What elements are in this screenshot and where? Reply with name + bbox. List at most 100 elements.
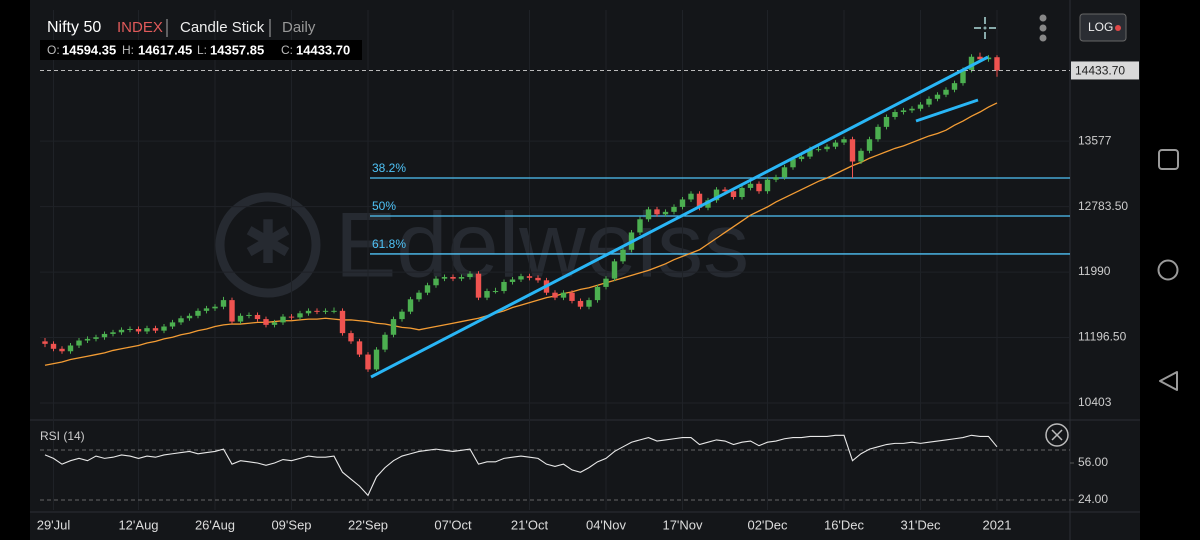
close-indicator-button[interactable] bbox=[1045, 423, 1069, 447]
ohlc-box bbox=[40, 40, 362, 60]
moving-average bbox=[44, 102, 998, 366]
candle-body bbox=[263, 319, 269, 325]
candle-body bbox=[212, 306, 218, 309]
candle-body bbox=[807, 149, 813, 157]
candle-body bbox=[76, 340, 82, 346]
candle-body bbox=[229, 300, 235, 322]
candle-body bbox=[560, 292, 567, 298]
candle-body bbox=[348, 333, 354, 342]
candle-body bbox=[535, 277, 541, 281]
crosshair-button[interactable] bbox=[974, 17, 996, 39]
nav-recents[interactable] bbox=[1158, 149, 1179, 170]
candle-body bbox=[790, 159, 796, 168]
trend-line bbox=[370, 55, 989, 379]
candle-body bbox=[467, 273, 473, 278]
candle-body bbox=[866, 139, 873, 151]
candle-body bbox=[637, 219, 643, 233]
menu-button[interactable] bbox=[1039, 14, 1047, 42]
candle-body bbox=[127, 328, 133, 330]
candle-body bbox=[603, 278, 609, 287]
interval[interactable]: Daily bbox=[282, 19, 316, 36]
candle-body bbox=[390, 319, 397, 335]
candle-body bbox=[433, 278, 439, 286]
x-tick-label: 29'Jul bbox=[37, 517, 71, 532]
fib-label: 50% bbox=[372, 199, 396, 213]
ohlc-value: 14433.70 bbox=[296, 42, 350, 57]
chart-style[interactable]: Candle Stick bbox=[180, 19, 265, 36]
candle-body bbox=[994, 57, 1000, 71]
candle-body bbox=[569, 292, 575, 301]
candle-body bbox=[645, 209, 652, 220]
candle-body bbox=[407, 299, 414, 312]
candle-body bbox=[730, 191, 737, 197]
ohlc-key: L: bbox=[197, 43, 207, 57]
candle-body bbox=[832, 142, 839, 147]
x-tick-label: 21'Oct bbox=[511, 517, 549, 532]
candle-body bbox=[93, 337, 99, 339]
ohlc-value: 14594.35 bbox=[62, 42, 116, 57]
candle-body bbox=[144, 328, 150, 332]
x-tick-label: 07'Oct bbox=[434, 517, 472, 532]
log-button[interactable]: LOG bbox=[1079, 13, 1127, 42]
candle-body bbox=[781, 167, 788, 178]
watermark-logo bbox=[215, 192, 321, 298]
candle-body bbox=[441, 277, 448, 279]
candle-body bbox=[696, 193, 703, 208]
candle-body bbox=[858, 150, 864, 162]
candle-body bbox=[917, 104, 924, 109]
candle-body bbox=[339, 310, 346, 334]
candle-body bbox=[756, 183, 762, 192]
candle-body bbox=[492, 291, 499, 293]
rsi-tick-label: 56.00 bbox=[1078, 455, 1108, 469]
x-tick-label: 12'Aug bbox=[118, 517, 158, 532]
candle-body bbox=[705, 200, 711, 208]
candle-body bbox=[59, 348, 65, 352]
candle-body bbox=[722, 189, 728, 192]
candle-body bbox=[382, 334, 388, 350]
candle-body bbox=[552, 292, 558, 298]
candle-body bbox=[798, 156, 805, 160]
candle-body bbox=[169, 322, 176, 327]
candle-body bbox=[475, 273, 482, 298]
candle-body bbox=[42, 341, 48, 344]
rsi-tick-label: 24.00 bbox=[1078, 492, 1108, 506]
plot: 29'Jul 12'Aug 26'Aug 09'Sep 22'Sep 07'Oct 21'O… bbox=[30, 0, 1140, 540]
candle-body bbox=[297, 313, 303, 318]
candle-body bbox=[654, 209, 660, 215]
candle-body bbox=[237, 315, 244, 322]
candle-body bbox=[951, 83, 958, 90]
candle-body bbox=[509, 279, 516, 282]
ohlc-value: 14617.45 bbox=[138, 42, 192, 57]
candle-body bbox=[288, 316, 295, 318]
nav-home[interactable] bbox=[1157, 259, 1179, 281]
candle-body bbox=[331, 310, 337, 312]
candle-body bbox=[203, 308, 210, 311]
candle-body bbox=[178, 318, 184, 323]
x-tick-label: 22'Sep bbox=[348, 517, 388, 532]
watermark: ✱ Edelweiss bbox=[215, 192, 749, 298]
candle-body bbox=[271, 322, 278, 325]
symbol: Nifty 50 bbox=[47, 19, 101, 36]
fib-label: 38.2% bbox=[372, 161, 406, 175]
candle-body bbox=[977, 56, 983, 60]
candle-body bbox=[892, 112, 898, 117]
last-price-label: 14433.70 bbox=[1075, 64, 1125, 78]
last-price-box bbox=[1071, 61, 1139, 80]
candle-body bbox=[424, 285, 431, 293]
watermark-logo-mark: ✱ bbox=[243, 209, 293, 276]
candle-body bbox=[586, 300, 592, 307]
candle-body bbox=[322, 310, 329, 312]
x-tick-label: 2021 bbox=[983, 517, 1012, 532]
x-tick-label: 16'Dec bbox=[824, 517, 865, 532]
candle-body bbox=[773, 177, 779, 180]
candle-body bbox=[314, 310, 320, 312]
candle-body bbox=[747, 183, 754, 188]
candle-body bbox=[764, 179, 771, 192]
y-tick-label: 12783.50 bbox=[1078, 199, 1128, 213]
nav-back[interactable] bbox=[1159, 371, 1178, 391]
candle-body bbox=[713, 189, 720, 201]
log-label[interactable]: LOG bbox=[1088, 20, 1113, 34]
candle-body bbox=[365, 354, 371, 370]
candle-body bbox=[84, 338, 91, 341]
